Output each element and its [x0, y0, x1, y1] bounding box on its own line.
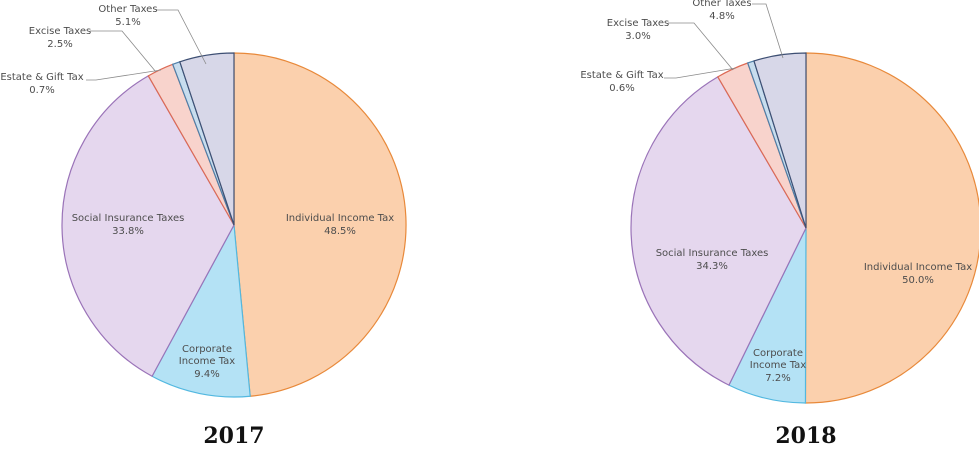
slice-percent: 9.4%	[194, 369, 219, 380]
leader-line-estate-gift-tax	[86, 69, 162, 81]
leader-line-other-taxes	[156, 9, 207, 65]
leader-line-excise-taxes	[90, 30, 157, 73]
slice-label-other-taxes: Other Taxes 4.8%	[692, 0, 751, 22]
chart-year-title: 2018	[775, 423, 836, 449]
slice-percent: 2.5%	[47, 39, 72, 50]
slice-label-social-insurance-taxes: Social Insurance Taxes 33.8%	[72, 213, 185, 237]
slice-label-estate-gift-tax: Estate & Gift Tax 0.7%	[0, 72, 83, 96]
slice-percent: 3.0%	[625, 31, 650, 42]
slice-label-corporate-income-tax: Corporate Income Tax 9.4%	[179, 344, 236, 380]
pie-slice-individual-income-tax	[804, 52, 979, 404]
slice-percent: 5.1%	[115, 17, 140, 28]
pie-chart-2017: Individual Income Tax 48.5% Corporate Incom…	[0, 4, 407, 449]
slice-percent: 33.8%	[112, 226, 144, 237]
slice-percent: 4.8%	[709, 11, 734, 22]
slice-percent: 48.5%	[324, 226, 356, 237]
slice-label-excise-taxes: Excise Taxes 2.5%	[29, 26, 91, 50]
pie-slice-corporate-income-tax	[151, 222, 251, 398]
pie-slice-other-taxes	[753, 52, 807, 229]
slice-percent: 7.2%	[765, 373, 790, 384]
leader-line-estate-gift-tax	[664, 67, 737, 79]
slice-percent: 0.6%	[609, 83, 634, 94]
pie-slice-other-taxes	[179, 52, 235, 226]
slice-label-individual-income-tax: Individual Income Tax 50.0%	[864, 262, 972, 286]
leader-line-excise-taxes	[668, 22, 734, 71]
slice-label-individual-income-tax: Individual Income Tax 48.5%	[286, 213, 394, 237]
leader-line-other-taxes	[752, 3, 784, 59]
slice-label-corporate-income-tax: Corporate Income Tax 7.2%	[750, 348, 807, 384]
pie-slice-individual-income-tax	[233, 52, 407, 397]
slice-percent: 34.3%	[696, 261, 728, 272]
slice-label-excise-taxes: Excise Taxes 3.0%	[607, 18, 669, 42]
slice-label-social-insurance-taxes: Social Insurance Taxes 34.3%	[656, 248, 769, 272]
chart-year-title: 2017	[203, 423, 264, 449]
pie-chart-2018: Individual Income Tax 50.0% Corporate Incom…	[580, 0, 979, 449]
slice-label-estate-gift-tax: Estate & Gift Tax 0.6%	[580, 70, 663, 94]
slice-percent: 50.0%	[902, 275, 934, 286]
slice-percent: 0.7%	[29, 85, 54, 96]
slice-label-other-taxes: Other Taxes 5.1%	[98, 4, 157, 28]
